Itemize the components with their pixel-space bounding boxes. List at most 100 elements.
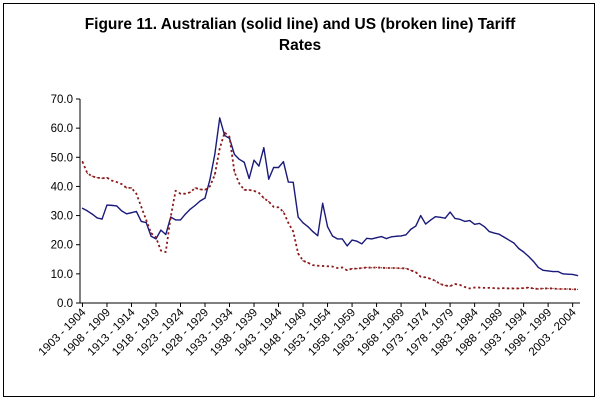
chart-title-line-2: Rates	[278, 37, 322, 54]
y-tick-label: 40.0	[51, 181, 73, 193]
us-data-point	[96, 177, 98, 179]
australian-data-point	[209, 179, 211, 181]
us-data-point	[116, 181, 118, 183]
australian-data-point	[518, 247, 520, 250]
australian-data-point	[81, 207, 84, 209]
us-data-point	[204, 189, 206, 191]
us-data-point	[282, 211, 285, 213]
australian-data-point	[474, 223, 476, 225]
australian-data-point	[184, 213, 186, 215]
us-data-point	[562, 288, 564, 290]
australian-data-point	[547, 270, 549, 272]
australian-data-point	[557, 270, 559, 273]
australian-data-point	[356, 240, 358, 242]
us-data-point	[101, 177, 103, 179]
chart-axes	[76, 98, 580, 307]
australian-data-point	[390, 236, 392, 238]
australian-data-point	[111, 204, 113, 206]
us-data-point	[258, 192, 260, 194]
australian-data-point	[371, 238, 373, 240]
us-data-point	[322, 265, 324, 267]
us-data-point	[542, 287, 544, 290]
us-data-point	[91, 175, 93, 177]
us-data-point	[194, 187, 196, 189]
us-data-point	[228, 136, 231, 138]
australian-data-point	[214, 153, 216, 155]
us-data-point	[464, 286, 466, 288]
australian-data-point	[542, 269, 544, 271]
australian-data-point	[532, 260, 535, 262]
australian-data-point	[179, 219, 182, 221]
us-data-point	[297, 252, 299, 255]
chart-frame	[3, 3, 595, 397]
us-data-point	[572, 288, 574, 290]
us-data-point	[469, 287, 471, 290]
australian-data-point	[400, 235, 402, 237]
y-tick-label: 70.0	[51, 94, 73, 106]
australian-data-point	[248, 177, 250, 180]
us-data-point	[483, 287, 486, 289]
us-data-point	[508, 287, 510, 290]
us-data-point	[233, 171, 236, 173]
australian-data-point	[297, 216, 299, 218]
australian-data-point	[464, 220, 466, 222]
us-data-point	[243, 189, 245, 191]
us-data-point	[106, 177, 108, 179]
australian-data-point	[380, 235, 383, 238]
us-data-point	[547, 287, 549, 290]
australian-data-point	[135, 210, 137, 213]
australian-data-point	[282, 161, 285, 163]
us-data-point	[537, 288, 539, 290]
us-data-point	[302, 260, 304, 262]
us-data-point	[326, 265, 329, 267]
us-data-point	[356, 268, 358, 270]
us-data-point	[81, 161, 84, 163]
us-data-point	[527, 286, 530, 289]
chart-series	[81, 117, 579, 291]
australian-data-point	[174, 219, 177, 221]
australian-data-point	[277, 166, 280, 169]
australian-data-point	[459, 218, 461, 220]
australian-data-point	[331, 235, 334, 237]
us-data-point	[361, 267, 363, 269]
australian-data-point	[434, 216, 436, 218]
australian-data-point	[204, 197, 206, 199]
us-data-point	[125, 187, 128, 189]
australian-data-point	[96, 217, 98, 219]
us-data-point	[405, 267, 407, 269]
australian-data-point	[150, 235, 152, 237]
us-data-point	[420, 276, 422, 278]
us-data-point	[380, 267, 383, 269]
australian-data-point	[233, 153, 236, 155]
australian-data-point	[101, 218, 103, 220]
us-data-point	[219, 147, 221, 150]
australian-data-point	[351, 239, 353, 241]
australian-data-point	[429, 219, 432, 221]
us-data-point	[224, 131, 226, 134]
us-data-point	[351, 268, 353, 270]
us-data-point	[135, 193, 137, 195]
us-data-point	[145, 219, 147, 221]
us-data-point	[199, 188, 201, 190]
y-tick-label: 50.0	[51, 152, 73, 164]
australian-tariff-line	[82, 117, 578, 277]
australian-data-point	[503, 236, 505, 238]
australian-data-point	[194, 204, 196, 206]
australian-data-point	[420, 214, 422, 217]
australian-data-point	[395, 235, 397, 237]
australian-data-point	[405, 234, 407, 236]
us-data-point	[165, 251, 167, 253]
australian-data-point	[567, 273, 569, 275]
australian-data-point	[238, 158, 240, 160]
australian-data-point	[155, 238, 157, 240]
us-data-point	[174, 190, 177, 192]
australian-data-point	[125, 213, 128, 215]
us-data-point	[371, 267, 373, 269]
us-data-point	[400, 267, 402, 269]
us-data-point	[140, 206, 142, 208]
us-data-point	[150, 232, 152, 234]
us-data-point	[454, 283, 456, 285]
australian-data-point	[576, 275, 579, 277]
us-data-point	[248, 189, 250, 191]
us-data-point	[493, 287, 495, 289]
